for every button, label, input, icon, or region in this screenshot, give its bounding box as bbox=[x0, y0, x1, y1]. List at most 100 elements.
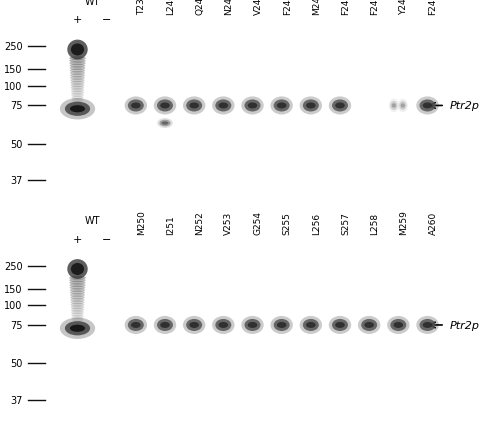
Ellipse shape bbox=[389, 99, 399, 113]
Text: 75: 75 bbox=[10, 101, 22, 111]
Ellipse shape bbox=[71, 44, 84, 57]
Ellipse shape bbox=[335, 322, 345, 328]
Ellipse shape bbox=[70, 291, 85, 295]
Ellipse shape bbox=[390, 102, 398, 111]
Ellipse shape bbox=[277, 322, 286, 328]
Ellipse shape bbox=[70, 300, 85, 304]
Ellipse shape bbox=[70, 72, 85, 76]
Ellipse shape bbox=[358, 316, 380, 334]
Text: WT: WT bbox=[84, 0, 100, 7]
Ellipse shape bbox=[399, 102, 406, 111]
Ellipse shape bbox=[70, 79, 85, 83]
Text: 37: 37 bbox=[10, 176, 22, 186]
Ellipse shape bbox=[244, 100, 260, 112]
Text: 250: 250 bbox=[4, 261, 22, 271]
Text: 50: 50 bbox=[10, 359, 22, 368]
Text: G254: G254 bbox=[254, 210, 262, 234]
Ellipse shape bbox=[332, 319, 348, 331]
Ellipse shape bbox=[70, 64, 86, 68]
Ellipse shape bbox=[160, 120, 170, 127]
Ellipse shape bbox=[216, 100, 232, 112]
Ellipse shape bbox=[71, 263, 84, 276]
Text: 100: 100 bbox=[4, 300, 22, 311]
Ellipse shape bbox=[70, 81, 85, 85]
Ellipse shape bbox=[70, 298, 85, 302]
Ellipse shape bbox=[154, 316, 176, 334]
Ellipse shape bbox=[70, 325, 85, 332]
Ellipse shape bbox=[71, 306, 84, 310]
Ellipse shape bbox=[71, 87, 84, 91]
Ellipse shape bbox=[131, 322, 140, 328]
Text: V253: V253 bbox=[224, 211, 234, 234]
Text: 37: 37 bbox=[10, 395, 22, 405]
Ellipse shape bbox=[157, 319, 173, 331]
Ellipse shape bbox=[65, 102, 90, 117]
Ellipse shape bbox=[71, 92, 84, 95]
Ellipse shape bbox=[387, 316, 409, 334]
Ellipse shape bbox=[361, 319, 377, 331]
Ellipse shape bbox=[186, 100, 202, 112]
Ellipse shape bbox=[60, 99, 95, 120]
Ellipse shape bbox=[422, 103, 432, 109]
Text: L240: L240 bbox=[166, 0, 175, 15]
Ellipse shape bbox=[420, 100, 436, 112]
Ellipse shape bbox=[183, 316, 206, 334]
Ellipse shape bbox=[70, 288, 85, 292]
Ellipse shape bbox=[306, 103, 316, 109]
Ellipse shape bbox=[154, 97, 176, 115]
Ellipse shape bbox=[162, 122, 168, 125]
Ellipse shape bbox=[71, 94, 84, 98]
Ellipse shape bbox=[71, 311, 84, 314]
Text: Q241: Q241 bbox=[195, 0, 204, 15]
Ellipse shape bbox=[392, 104, 396, 109]
Ellipse shape bbox=[70, 106, 85, 113]
Ellipse shape bbox=[300, 316, 322, 334]
Ellipse shape bbox=[157, 100, 173, 112]
Ellipse shape bbox=[216, 319, 232, 331]
Ellipse shape bbox=[398, 99, 408, 113]
Text: M259: M259 bbox=[400, 209, 408, 234]
Ellipse shape bbox=[270, 316, 293, 334]
Ellipse shape bbox=[364, 322, 374, 328]
Text: Y248: Y248 bbox=[400, 0, 408, 15]
Ellipse shape bbox=[394, 322, 403, 328]
Ellipse shape bbox=[69, 57, 86, 61]
Ellipse shape bbox=[416, 316, 438, 334]
Text: F249: F249 bbox=[428, 0, 438, 15]
Ellipse shape bbox=[70, 74, 85, 78]
Text: Ptr2p: Ptr2p bbox=[450, 101, 480, 111]
Ellipse shape bbox=[329, 97, 351, 115]
Ellipse shape bbox=[242, 316, 264, 334]
Ellipse shape bbox=[70, 303, 85, 307]
Ellipse shape bbox=[71, 308, 84, 312]
Ellipse shape bbox=[420, 319, 436, 331]
Ellipse shape bbox=[422, 322, 432, 328]
Text: L256: L256 bbox=[312, 212, 321, 234]
Ellipse shape bbox=[70, 283, 86, 287]
Ellipse shape bbox=[72, 99, 84, 102]
Text: 100: 100 bbox=[4, 81, 22, 92]
Text: V243: V243 bbox=[254, 0, 262, 15]
Ellipse shape bbox=[71, 89, 84, 93]
Ellipse shape bbox=[70, 286, 86, 290]
Ellipse shape bbox=[68, 259, 87, 279]
Text: F244: F244 bbox=[282, 0, 292, 15]
Text: F246: F246 bbox=[341, 0, 350, 15]
Ellipse shape bbox=[157, 119, 173, 129]
Ellipse shape bbox=[190, 103, 199, 109]
Text: S257: S257 bbox=[341, 212, 350, 234]
Ellipse shape bbox=[70, 77, 85, 81]
Ellipse shape bbox=[70, 67, 86, 71]
Text: S255: S255 bbox=[282, 212, 292, 234]
Ellipse shape bbox=[68, 40, 87, 60]
Ellipse shape bbox=[160, 103, 170, 109]
Ellipse shape bbox=[416, 97, 438, 115]
Ellipse shape bbox=[69, 60, 86, 64]
Ellipse shape bbox=[390, 319, 406, 331]
Text: 150: 150 bbox=[4, 284, 22, 294]
Text: +: + bbox=[73, 234, 82, 244]
Text: N252: N252 bbox=[195, 211, 204, 234]
Ellipse shape bbox=[128, 100, 144, 112]
Ellipse shape bbox=[70, 281, 86, 285]
Ellipse shape bbox=[131, 103, 140, 109]
